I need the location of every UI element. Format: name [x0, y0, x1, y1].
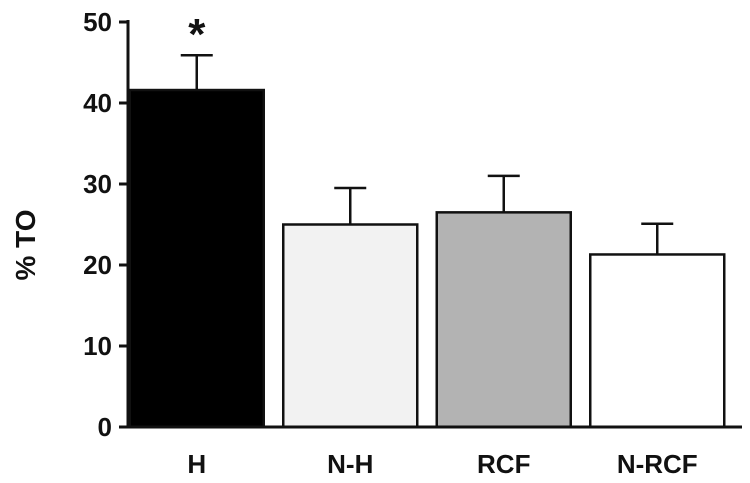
axes-group — [126, 20, 742, 429]
x-tick-label-h: H — [187, 449, 206, 479]
x-tick-label-n-rcf: N-RCF — [617, 449, 698, 479]
significance-marker-h: * — [188, 10, 206, 59]
y-axis-title: % TO — [10, 209, 41, 280]
y-tick-label-10: 10 — [83, 331, 112, 361]
x-tick-label-n-h: N-H — [327, 449, 373, 479]
bar-n-h — [282, 223, 419, 429]
bar-rcf — [435, 211, 572, 429]
bar-h — [128, 88, 265, 429]
x-axis-labels: H N-H RCF N-RCF — [187, 449, 697, 479]
bar-n-rcf — [589, 253, 726, 429]
y-tick-label-30: 30 — [83, 169, 112, 199]
y-axis-ticks: 0 10 20 30 40 50 — [83, 7, 128, 442]
bars-group: * — [128, 10, 726, 429]
y-tick-label-50: 50 — [83, 7, 112, 37]
y-tick-label-40: 40 — [83, 88, 112, 118]
x-tick-label-rcf: RCF — [477, 449, 530, 479]
y-tick-label-20: 20 — [83, 250, 112, 280]
y-tick-label-0: 0 — [98, 412, 112, 442]
